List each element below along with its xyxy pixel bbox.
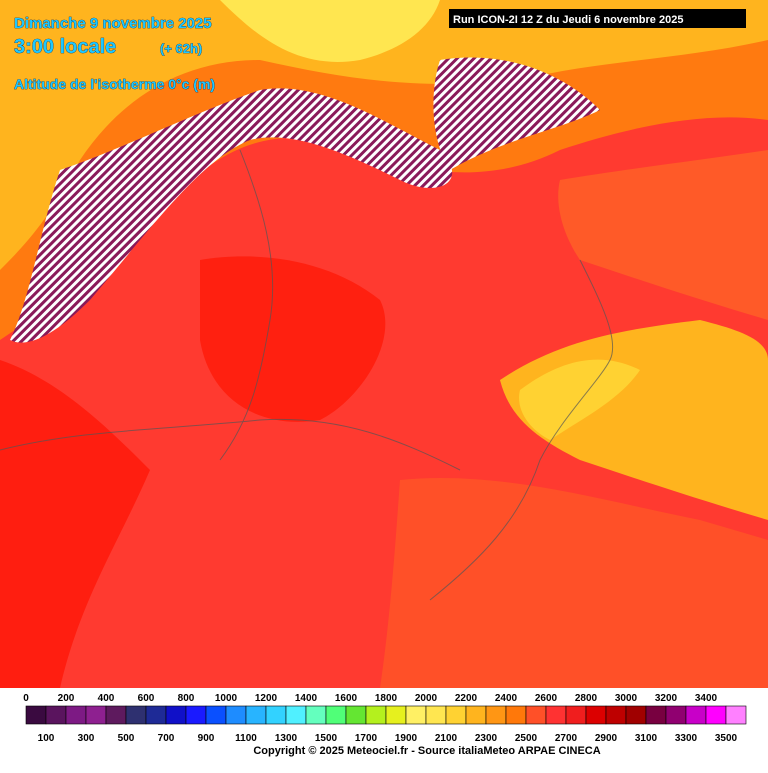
legend-label: 1800	[375, 693, 398, 704]
legend-swatch	[705, 705, 727, 725]
legend-swatch	[525, 705, 547, 725]
legend-label: 400	[98, 693, 115, 704]
legend-swatch	[545, 705, 567, 725]
legend-label: 2800	[575, 693, 598, 704]
legend-label: 200	[58, 693, 75, 704]
legend-label: 900	[198, 733, 215, 744]
legend-label: 100	[38, 733, 55, 744]
run-label: Run ICON-2I 12 Z du Jeudi 6 novembre 202…	[453, 14, 683, 26]
legend-label: 2100	[435, 733, 458, 744]
legend-swatch	[425, 705, 447, 725]
legend-swatch	[285, 705, 307, 725]
legend-label: 2700	[555, 733, 578, 744]
legend-label: 1900	[395, 733, 418, 744]
legend-swatch	[25, 705, 47, 725]
legend-label: 1600	[335, 693, 358, 704]
legend-swatch	[45, 705, 67, 725]
legend-label: 500	[118, 733, 135, 744]
offset: (+ 62h)	[160, 41, 202, 56]
legend-label: 1500	[315, 733, 338, 744]
legend-swatch	[665, 705, 687, 725]
legend-swatch	[185, 705, 207, 725]
legend-label: 3000	[615, 693, 638, 704]
legend-swatch	[365, 705, 387, 725]
legend-label: 700	[158, 733, 175, 744]
legend-label: 3500	[715, 733, 738, 744]
legend-label: 2500	[515, 733, 538, 744]
borders	[0, 149, 614, 601]
map-field	[0, 0, 768, 688]
legend-swatch	[445, 705, 467, 725]
legend-swatch	[85, 705, 107, 725]
legend-swatch	[645, 705, 667, 725]
legend-label: 1200	[255, 693, 278, 704]
legend-label: 3100	[635, 733, 658, 744]
legend-label: 2000	[415, 693, 438, 704]
legend-swatch	[305, 705, 327, 725]
legend-swatch	[505, 705, 527, 725]
legend-swatch	[605, 705, 627, 725]
legend-swatch	[265, 705, 287, 725]
parameter: Altitude de l'isotherme 0°c (m)	[14, 76, 215, 92]
legend-label: 3400	[695, 693, 718, 704]
legend-swatch	[65, 705, 87, 725]
legend-swatch	[105, 705, 127, 725]
date: Dimanche 9 novembre 2025	[14, 15, 212, 32]
legend-label: 2400	[495, 693, 518, 704]
legend-label: 1300	[275, 733, 298, 744]
legend-swatch	[485, 705, 507, 725]
run-box	[449, 9, 746, 28]
legend-label: 800	[178, 693, 195, 704]
legend-swatch	[625, 705, 647, 725]
legend-swatch	[125, 705, 147, 725]
legend-swatch	[405, 705, 427, 725]
legend-swatch	[205, 705, 227, 725]
legend-swatch	[725, 705, 747, 725]
legend-swatch	[165, 705, 187, 725]
legend-swatch	[565, 705, 587, 725]
legend-swatch	[385, 705, 407, 725]
legend-swatch	[585, 705, 607, 725]
legend-label: 1000	[215, 693, 238, 704]
legend-swatch	[325, 705, 347, 725]
legend-label: 0	[23, 693, 29, 704]
legend-swatch	[465, 705, 487, 725]
legend-label: 300	[78, 733, 95, 744]
legend-label: 2900	[595, 733, 618, 744]
time: 3:00 locale	[14, 36, 116, 58]
legend-label: 2600	[535, 693, 558, 704]
legend-label: 1100	[235, 733, 257, 744]
legend-swatch	[225, 705, 247, 725]
legend-label: 2300	[475, 733, 498, 744]
legend-swatch	[145, 705, 167, 725]
legend-label: 1400	[295, 693, 318, 704]
legend-label: 600	[138, 693, 155, 704]
legend-background	[0, 688, 768, 768]
legend-swatch	[685, 705, 707, 725]
legend-label: 3300	[675, 733, 698, 744]
legend-label: 3200	[655, 693, 678, 704]
legend-swatch	[345, 705, 367, 725]
legend-swatch	[245, 705, 267, 725]
legend-label: 2200	[455, 693, 478, 704]
legend: 0 100 200 300 400 500 600 700 800 900 1000 1100 1200…	[23, 693, 747, 744]
legend-label: 1700	[355, 733, 378, 744]
copyright: Copyright © 2025 Meteociel.fr - Source i…	[253, 745, 600, 757]
